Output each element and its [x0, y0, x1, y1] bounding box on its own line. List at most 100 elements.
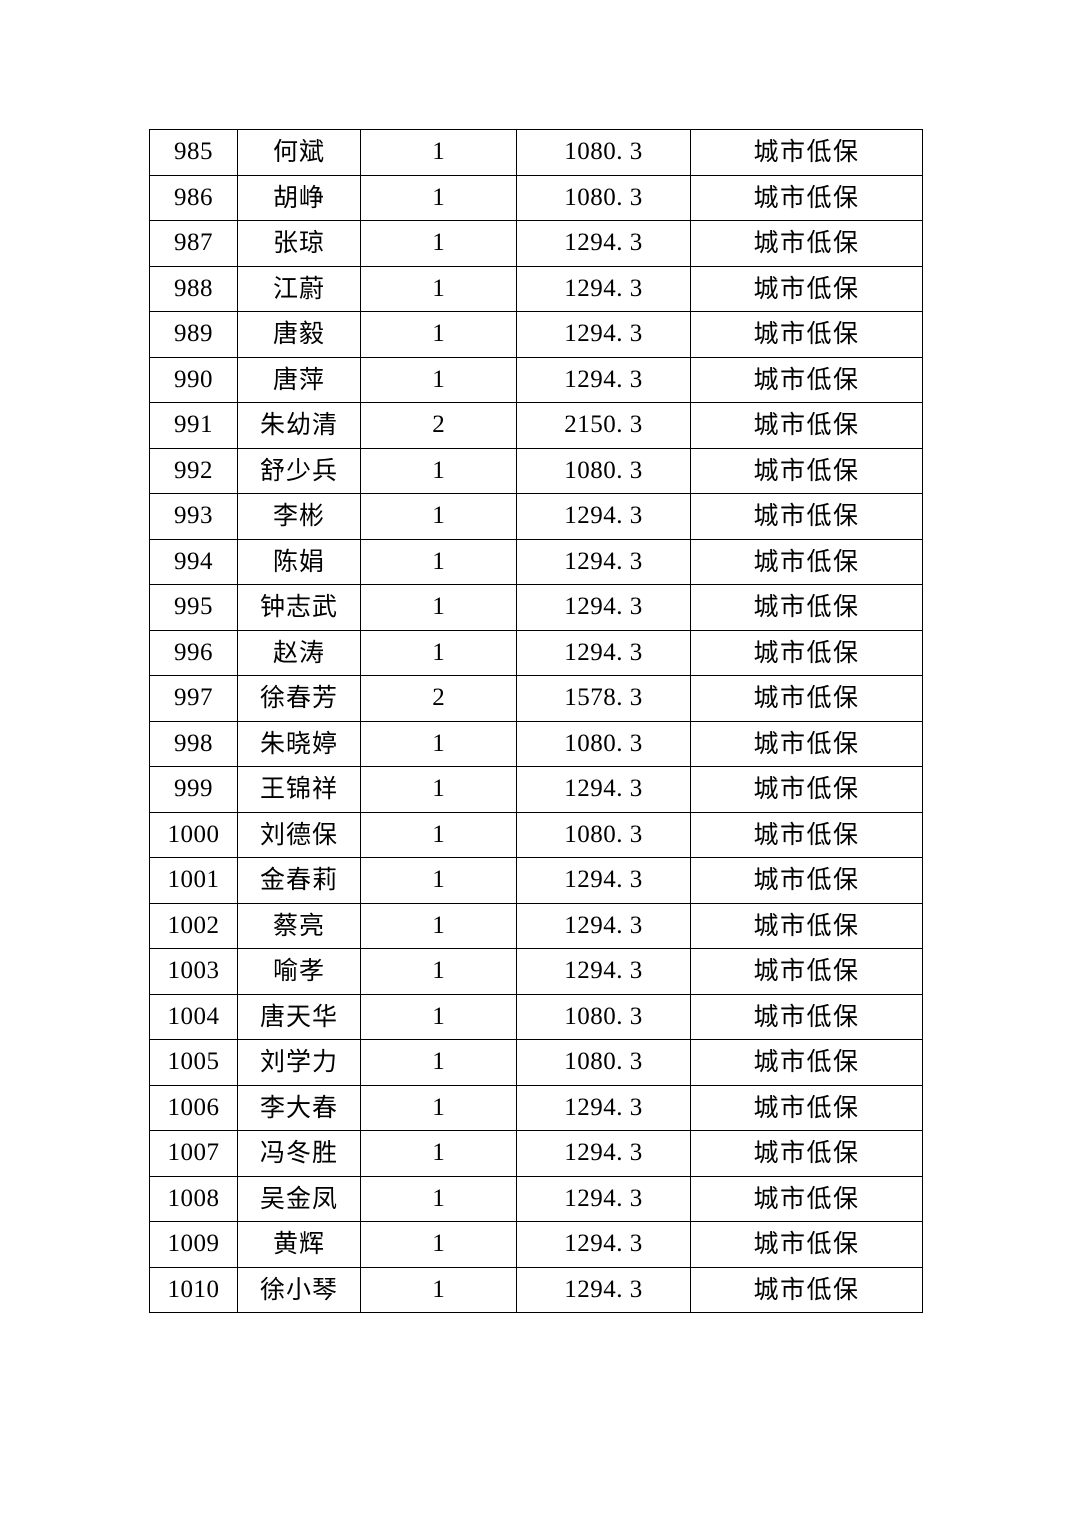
subsidy-amount-cell: 1080. 3 [516, 720, 691, 767]
beneficiary-name-cell: 张琼 [237, 220, 361, 267]
subsidy-amount-cell: 1294. 3 [516, 356, 691, 403]
assistance-category-cell: 城市低保 [690, 948, 923, 995]
table-row: 998 朱晓婷 1 1080. 3 城市低保 [149, 720, 923, 767]
beneficiary-name-cell: 徐小琴 [237, 1266, 361, 1313]
assistance-category-cell: 城市低保 [690, 220, 923, 267]
table-row: 1005 刘学力 1 1080. 3 城市低保 [149, 1039, 923, 1086]
assistance-category-cell: 城市低保 [690, 993, 923, 1040]
beneficiary-name-cell: 刘学力 [237, 1039, 361, 1086]
roster-table-body: 985 何斌 1 1080. 3 城市低保 986 胡峥 1 1080. 3 城市低保 987 张琼 1… [149, 129, 923, 1313]
table-row: 987 张琼 1 1294. 3 城市低保 [149, 220, 923, 267]
table-row: 1010 徐小琴 1 1294. 3 城市低保 [149, 1266, 923, 1313]
table-row: 1000 刘德保 1 1080. 3 城市低保 [149, 811, 923, 858]
subsidy-amount-cell: 1294. 3 [516, 902, 691, 949]
subsidy-amount-cell: 1294. 3 [516, 265, 691, 312]
sequence-number-cell: 991 [149, 402, 238, 449]
sequence-number-cell: 992 [149, 447, 238, 494]
subsidy-amount-cell: 1294. 3 [516, 584, 691, 631]
subsidy-amount-cell: 1578. 3 [516, 675, 691, 722]
assistance-category-cell: 城市低保 [690, 1039, 923, 1086]
table-row: 994 陈娟 1 1294. 3 城市低保 [149, 538, 923, 585]
table-row: 997 徐春芳 2 1578. 3 城市低保 [149, 675, 923, 722]
table-row: 985 何斌 1 1080. 3 城市低保 [149, 129, 923, 176]
subsidy-amount-cell: 1294. 3 [516, 1130, 691, 1177]
subsidy-amount-cell: 1080. 3 [516, 993, 691, 1040]
table-row: 990 唐萍 1 1294. 3 城市低保 [149, 356, 923, 403]
sequence-number-cell: 994 [149, 538, 238, 585]
beneficiary-name-cell: 唐毅 [237, 311, 361, 358]
beneficiary-name-cell: 徐春芳 [237, 675, 361, 722]
subsidy-amount-cell: 1294. 3 [516, 538, 691, 585]
subsidy-amount-cell: 1294. 3 [516, 948, 691, 995]
roster-table-container: 985 何斌 1 1080. 3 城市低保 986 胡峥 1 1080. 3 城市低保 987 张琼 1… [149, 129, 923, 1313]
beneficiary-name-cell: 赵涛 [237, 629, 361, 676]
beneficiary-name-cell: 金春莉 [237, 857, 361, 904]
sequence-number-cell: 1005 [149, 1039, 238, 1086]
table-row: 1001 金春莉 1 1294. 3 城市低保 [149, 857, 923, 904]
household-size-cell: 1 [360, 993, 517, 1040]
beneficiary-roster-table: 985 何斌 1 1080. 3 城市低保 986 胡峥 1 1080. 3 城市低保 987 张琼 1… [149, 129, 923, 1313]
assistance-category-cell: 城市低保 [690, 174, 923, 221]
assistance-category-cell: 城市低保 [690, 1175, 923, 1222]
sequence-number-cell: 1008 [149, 1175, 238, 1222]
assistance-category-cell: 城市低保 [690, 265, 923, 312]
subsidy-amount-cell: 1080. 3 [516, 1039, 691, 1086]
sequence-number-cell: 1004 [149, 993, 238, 1040]
subsidy-amount-cell: 1294. 3 [516, 220, 691, 267]
beneficiary-name-cell: 江蔚 [237, 265, 361, 312]
household-size-cell: 1 [360, 311, 517, 358]
beneficiary-name-cell: 舒少兵 [237, 447, 361, 494]
beneficiary-name-cell: 钟志武 [237, 584, 361, 631]
assistance-category-cell: 城市低保 [690, 766, 923, 813]
subsidy-amount-cell: 1294. 3 [516, 1221, 691, 1268]
table-row: 1004 唐天华 1 1080. 3 城市低保 [149, 993, 923, 1040]
subsidy-amount-cell: 1294. 3 [516, 766, 691, 813]
beneficiary-name-cell: 何斌 [237, 129, 361, 176]
table-row: 1009 黄辉 1 1294. 3 城市低保 [149, 1221, 923, 1268]
beneficiary-name-cell: 朱幼清 [237, 402, 361, 449]
household-size-cell: 1 [360, 220, 517, 267]
subsidy-amount-cell: 1080. 3 [516, 129, 691, 176]
table-row: 1003 喻孝 1 1294. 3 城市低保 [149, 948, 923, 995]
assistance-category-cell: 城市低保 [690, 1084, 923, 1131]
household-size-cell: 1 [360, 174, 517, 221]
household-size-cell: 1 [360, 493, 517, 540]
beneficiary-name-cell: 陈娟 [237, 538, 361, 585]
household-size-cell: 1 [360, 447, 517, 494]
assistance-category-cell: 城市低保 [690, 629, 923, 676]
sequence-number-cell: 1010 [149, 1266, 238, 1313]
table-row: 999 王锦祥 1 1294. 3 城市低保 [149, 766, 923, 813]
assistance-category-cell: 城市低保 [690, 356, 923, 403]
household-size-cell: 1 [360, 629, 517, 676]
household-size-cell: 1 [360, 1130, 517, 1177]
beneficiary-name-cell: 冯冬胜 [237, 1130, 361, 1177]
sequence-number-cell: 1009 [149, 1221, 238, 1268]
sequence-number-cell: 1003 [149, 948, 238, 995]
beneficiary-name-cell: 黄辉 [237, 1221, 361, 1268]
beneficiary-name-cell: 李大春 [237, 1084, 361, 1131]
subsidy-amount-cell: 1294. 3 [516, 1175, 691, 1222]
sequence-number-cell: 990 [149, 356, 238, 403]
table-row: 1006 李大春 1 1294. 3 城市低保 [149, 1084, 923, 1131]
sequence-number-cell: 986 [149, 174, 238, 221]
table-row: 993 李彬 1 1294. 3 城市低保 [149, 493, 923, 540]
subsidy-amount-cell: 1294. 3 [516, 629, 691, 676]
beneficiary-name-cell: 唐萍 [237, 356, 361, 403]
household-size-cell: 1 [360, 948, 517, 995]
household-size-cell: 2 [360, 402, 517, 449]
sequence-number-cell: 995 [149, 584, 238, 631]
household-size-cell: 1 [360, 902, 517, 949]
household-size-cell: 1 [360, 1175, 517, 1222]
sequence-number-cell: 989 [149, 311, 238, 358]
assistance-category-cell: 城市低保 [690, 811, 923, 858]
beneficiary-name-cell: 李彬 [237, 493, 361, 540]
sequence-number-cell: 1001 [149, 857, 238, 904]
household-size-cell: 1 [360, 129, 517, 176]
assistance-category-cell: 城市低保 [690, 129, 923, 176]
household-size-cell: 1 [360, 356, 517, 403]
table-row: 1008 吴金凤 1 1294. 3 城市低保 [149, 1175, 923, 1222]
assistance-category-cell: 城市低保 [690, 311, 923, 358]
subsidy-amount-cell: 1294. 3 [516, 1266, 691, 1313]
assistance-category-cell: 城市低保 [690, 447, 923, 494]
